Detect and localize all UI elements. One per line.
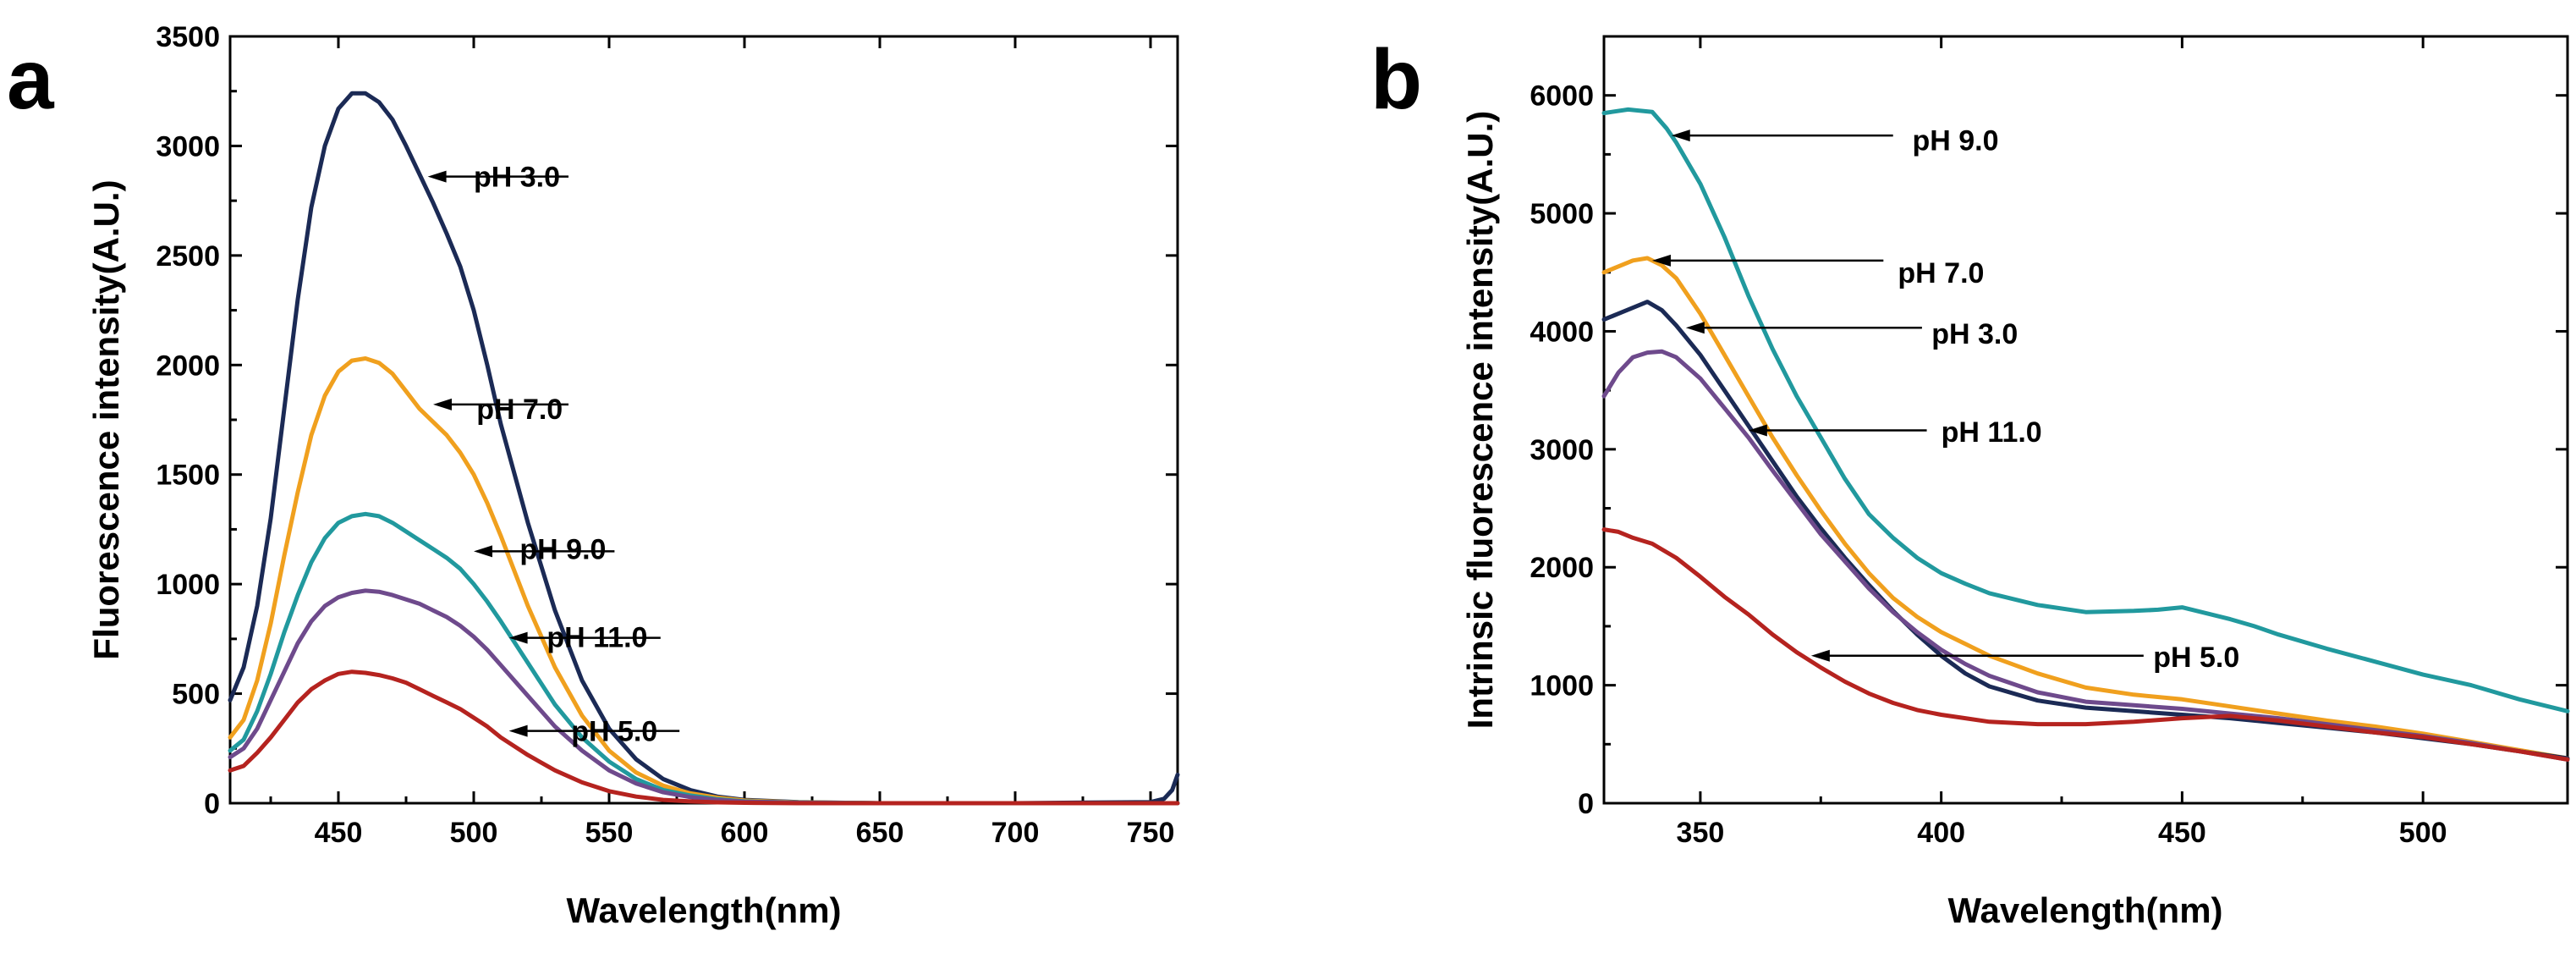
- panel-b-ylabel: Intrinsic fluorescence intensity(A.U.): [1460, 111, 1500, 730]
- panel-a-ytick-label: 2500: [156, 240, 220, 273]
- panel-a-arrowhead-ph-3-0: [427, 170, 447, 183]
- panel-a-annotation-ph-9-0: pH 9.0: [519, 534, 606, 566]
- panel-b-letter: b: [1370, 32, 1422, 127]
- panel-a-arrowhead-ph-11-0: [508, 631, 528, 644]
- panel-b-series-ph-11-0: [1601, 349, 2570, 762]
- panel-a-ytick-label: 3500: [156, 21, 220, 53]
- panel-b-series-ph-3-0: [1601, 300, 2570, 761]
- panel-a-series-ph-11-0: [228, 588, 1180, 806]
- panel-b-annotation-ph-3-0: pH 3.0: [1931, 318, 2018, 350]
- panel-a-annotation-ph-3-0: pH 3.0: [474, 162, 560, 194]
- panel-a-annotation-ph-11-0: pH 11.0: [547, 621, 647, 653]
- panel-b-series-ph-5-0: [1601, 527, 2570, 762]
- panel-b-arrowhead-ph-3-0: [1685, 322, 1705, 334]
- panel-b-annotation-ph-9-0: pH 9.0: [1912, 125, 1998, 157]
- panel-b-series-ph-9-0: [1601, 107, 2570, 713]
- panel-a-arrowhead-ph-7-0: [433, 398, 452, 410]
- panel-a-annotation-ph-7-0: pH 7.0: [476, 394, 563, 426]
- panel-b-xtick-label: 500: [2399, 817, 2447, 849]
- panel-a-plot-frame: [228, 35, 1179, 805]
- panel-a-chart: a 0 500 1000 1500 2000 2500 3000 3500 450 500 550…: [7, 21, 1180, 930]
- panel-a-xtick-label: 500: [450, 817, 498, 849]
- panel-b-ytick-label: 0: [1578, 788, 1594, 820]
- panel-b-annotation-ph-11-0: pH 11.0: [1942, 416, 2042, 449]
- panel-a-xtick-label: 650: [856, 817, 904, 849]
- panel-a-series-ph-5-0: [228, 669, 1180, 806]
- panel-a-arrowhead-ph-5-0: [508, 724, 528, 737]
- panel-b-ytick-label: 6000: [1530, 80, 1594, 113]
- panel-b-xlabel: Wavelength(nm): [1947, 890, 2222, 930]
- panel-b-ytick-label: 1000: [1530, 670, 1594, 702]
- panel-b-xtick-label: 350: [1677, 817, 1725, 849]
- panel-b-ytick-label: 3000: [1530, 434, 1594, 466]
- panel-a-xlabel: Wavelength(nm): [566, 890, 841, 930]
- panel-b-ytick-label: 5000: [1530, 198, 1594, 230]
- panel-a-ytick-label: 1500: [156, 460, 220, 492]
- panel-a-ytick-label: 3000: [156, 130, 220, 163]
- panel-b-ytick-label: 2000: [1530, 552, 1594, 584]
- panel-a-ylabel: Fluorescence intensity(A.U.): [86, 179, 126, 659]
- panel-b-series-ph-7-0: [1601, 256, 2570, 761]
- panel-b-arrowhead-ph-9-0: [1671, 129, 1690, 142]
- panel-b-plot-frame: [1602, 35, 2569, 805]
- panel-a-xtick-label: 450: [315, 817, 363, 849]
- panel-b-arrowhead-ph-5-0: [1810, 649, 1830, 662]
- panel-a-annotation-ph-5-0: pH 5.0: [571, 716, 657, 748]
- panel-a-xtick-label: 600: [721, 817, 769, 849]
- panel-a-series-ph-7-0: [228, 356, 1180, 806]
- panel-a-xtick-label: 750: [1127, 817, 1175, 849]
- panel-b-ytick-label: 4000: [1530, 316, 1594, 348]
- panel-a-ytick-label: 1000: [156, 569, 220, 601]
- panel-b-arrowhead-ph-7-0: [1651, 254, 1671, 267]
- panel-a-ytick-label: 2000: [156, 350, 220, 382]
- panel-a-xtick-label: 550: [585, 817, 634, 849]
- panel-a-series-ph-9-0: [228, 511, 1180, 806]
- panel-a-xtick-label: 700: [991, 817, 1040, 849]
- panel-a-series-ph-3-0: [228, 91, 1180, 806]
- panel-b-annotation-ph-7-0: pH 7.0: [1898, 257, 1984, 289]
- panel-b-chart: b 0 1000 2000 3000 4000 5000 6000 350 400 450 500…: [1370, 32, 2570, 930]
- panel-b-xtick-label: 400: [1917, 817, 1965, 849]
- panel-b-annotation-ph-5-0: pH 5.0: [2153, 642, 2239, 674]
- panel-b-arrowhead-ph-11-0: [1748, 424, 1767, 437]
- panel-a-ytick-label: 0: [204, 788, 220, 820]
- panel-a-letter: a: [7, 32, 55, 127]
- panel-a-arrowhead-ph-9-0: [474, 545, 492, 558]
- panel-a-ytick-label: 500: [172, 679, 220, 711]
- panel-b-xtick-label: 450: [2158, 817, 2206, 849]
